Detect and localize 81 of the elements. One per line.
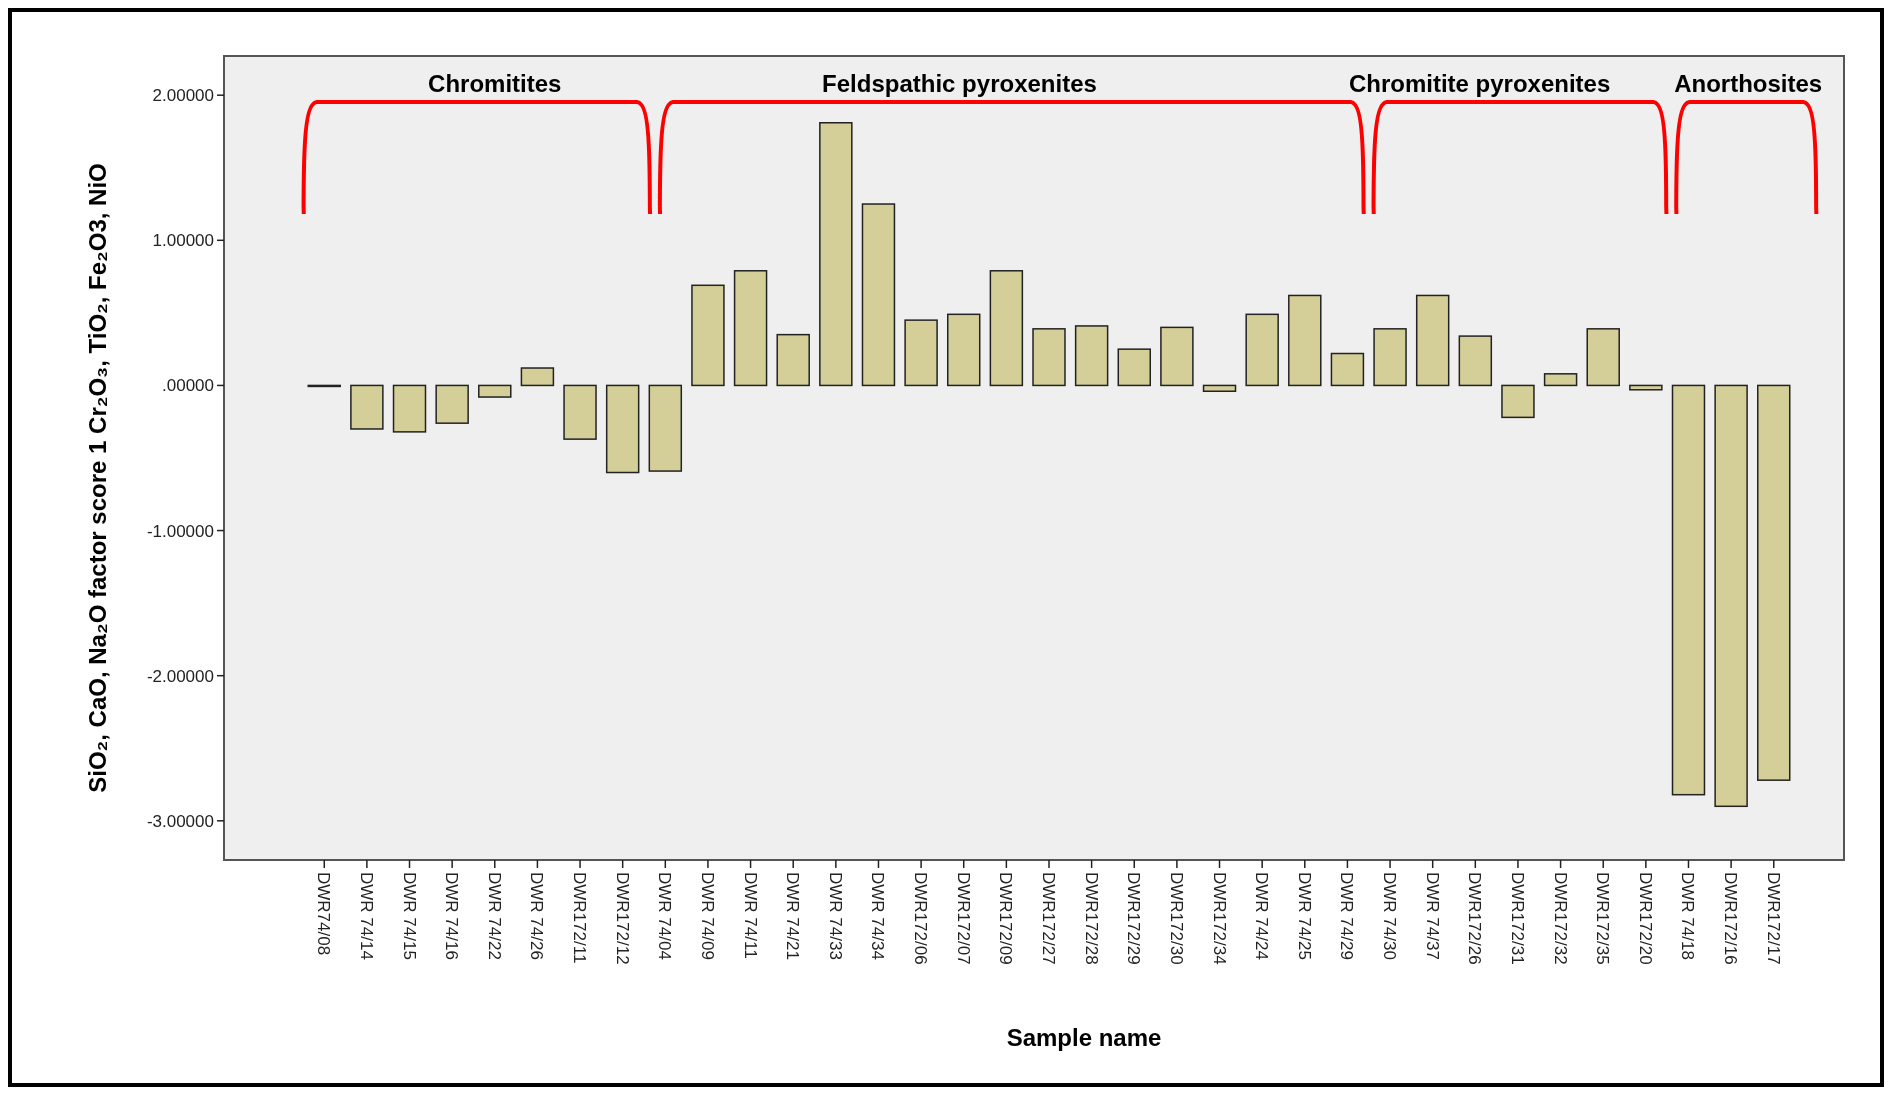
bar [733,270,768,387]
bar [1288,294,1322,387]
bar [1117,348,1151,387]
x-tick-label: DWR 74/26 [527,872,547,960]
x-tick-label: DWR172/06 [911,872,931,965]
x-tick-label: DWR 74/11 [740,872,760,959]
y-tick-label: -3.00000 [146,811,214,831]
x-tick-label: DWR 74/04 [655,872,675,960]
x-tick-label: DWR 74/34 [868,872,888,960]
x-tick-label: DWR172/29 [1124,872,1144,965]
bar [648,384,683,472]
bar [1202,384,1237,392]
x-tick-label: DWR172/27 [1039,872,1058,965]
x-tick-label: DWR 74/29 [1337,872,1357,960]
x-tick-label: DWR 74/22 [484,872,504,960]
y-axis-title: SiO₂, CaO, Na₂O factor score 1 Cr₂O₃, TiO₂, Fe₂O3, NiO [84,163,111,793]
x-tick-label: DWR172/16 [1721,872,1741,965]
bar [350,384,384,430]
x-tick-label: DWR74/08 [314,872,334,956]
x-tick-label: DWR172/17 [1763,872,1783,965]
bar [1586,328,1620,387]
bar [691,284,725,387]
x-tick-label: DWR 74/21 [783,872,803,960]
bar [1373,328,1407,387]
bar [1501,384,1535,419]
x-tick-label: DWR172/35 [1593,872,1613,965]
x-tick-label: DWR172/30 [1166,872,1186,965]
bar [989,270,1024,387]
bar [478,384,512,398]
x-tick-label: DWR 74/33 [825,872,845,960]
x-tick-label: DWR172/20 [1635,872,1655,965]
x-tick-label: DWR 74/16 [442,872,462,960]
bar [861,203,896,387]
bar [1543,373,1578,387]
annotation: Chromitite pyroxenites [1348,70,1611,97]
annotation: Chromitites [428,70,562,97]
bar [1714,384,1748,808]
bar [563,384,597,440]
x-tick-label: DWR 74/37 [1422,872,1442,960]
x-tick-label: DWR 74/14 [356,872,376,960]
y-tick-label: 2.00000 [152,86,214,106]
annotation: Feldspathic pyroxenites [822,70,1097,97]
y-tick-label: .00000 [162,376,214,396]
x-tick-label: DWR172/09 [996,872,1016,965]
bar [1032,328,1066,387]
bar [776,333,810,387]
bar [1458,335,1493,387]
x-tick-label: DWR172/12 [612,872,632,965]
y-tick-label: -2.00000 [146,666,214,686]
bar [392,384,427,433]
bar [1757,384,1791,781]
x-tick-label: DWR 74/25 [1294,872,1314,960]
x-tick-label: DWR 74/30 [1380,872,1400,960]
annotation: Anorthosites [1674,70,1823,97]
x-tick-label: DWR172/31 [1507,872,1527,965]
bar [819,122,853,387]
x-tick-label: DWR 74/09 [697,872,717,960]
x-tick-label: DWR172/32 [1550,872,1570,965]
bar [1671,384,1706,796]
x-tick-label: DWR172/07 [953,872,973,965]
x-tick-label: DWR172/11 [570,872,590,964]
x-tick-label: DWR172/34 [1209,872,1229,965]
x-tick-label: DWR 74/24 [1252,872,1272,960]
bar [1629,384,1663,391]
y-tick-label: 1.00000 [152,231,214,251]
bar [605,384,640,474]
bar [435,384,469,424]
x-tick-label: DWR 74/18 [1678,872,1698,960]
bar [1160,326,1194,387]
x-tick-label: DWR172/26 [1465,872,1485,965]
bar [1245,313,1279,387]
bar [947,313,981,387]
x-tick-label: DWR172/28 [1081,872,1101,965]
bar [520,367,555,387]
x-axis-title: Sample name [1006,1024,1162,1051]
y-tick-label: -1.00000 [146,521,214,541]
bar [1074,325,1109,387]
bar [904,319,938,387]
bar [1330,352,1365,387]
x-tick-label: DWR 74/15 [399,872,419,960]
bar [1415,294,1450,387]
